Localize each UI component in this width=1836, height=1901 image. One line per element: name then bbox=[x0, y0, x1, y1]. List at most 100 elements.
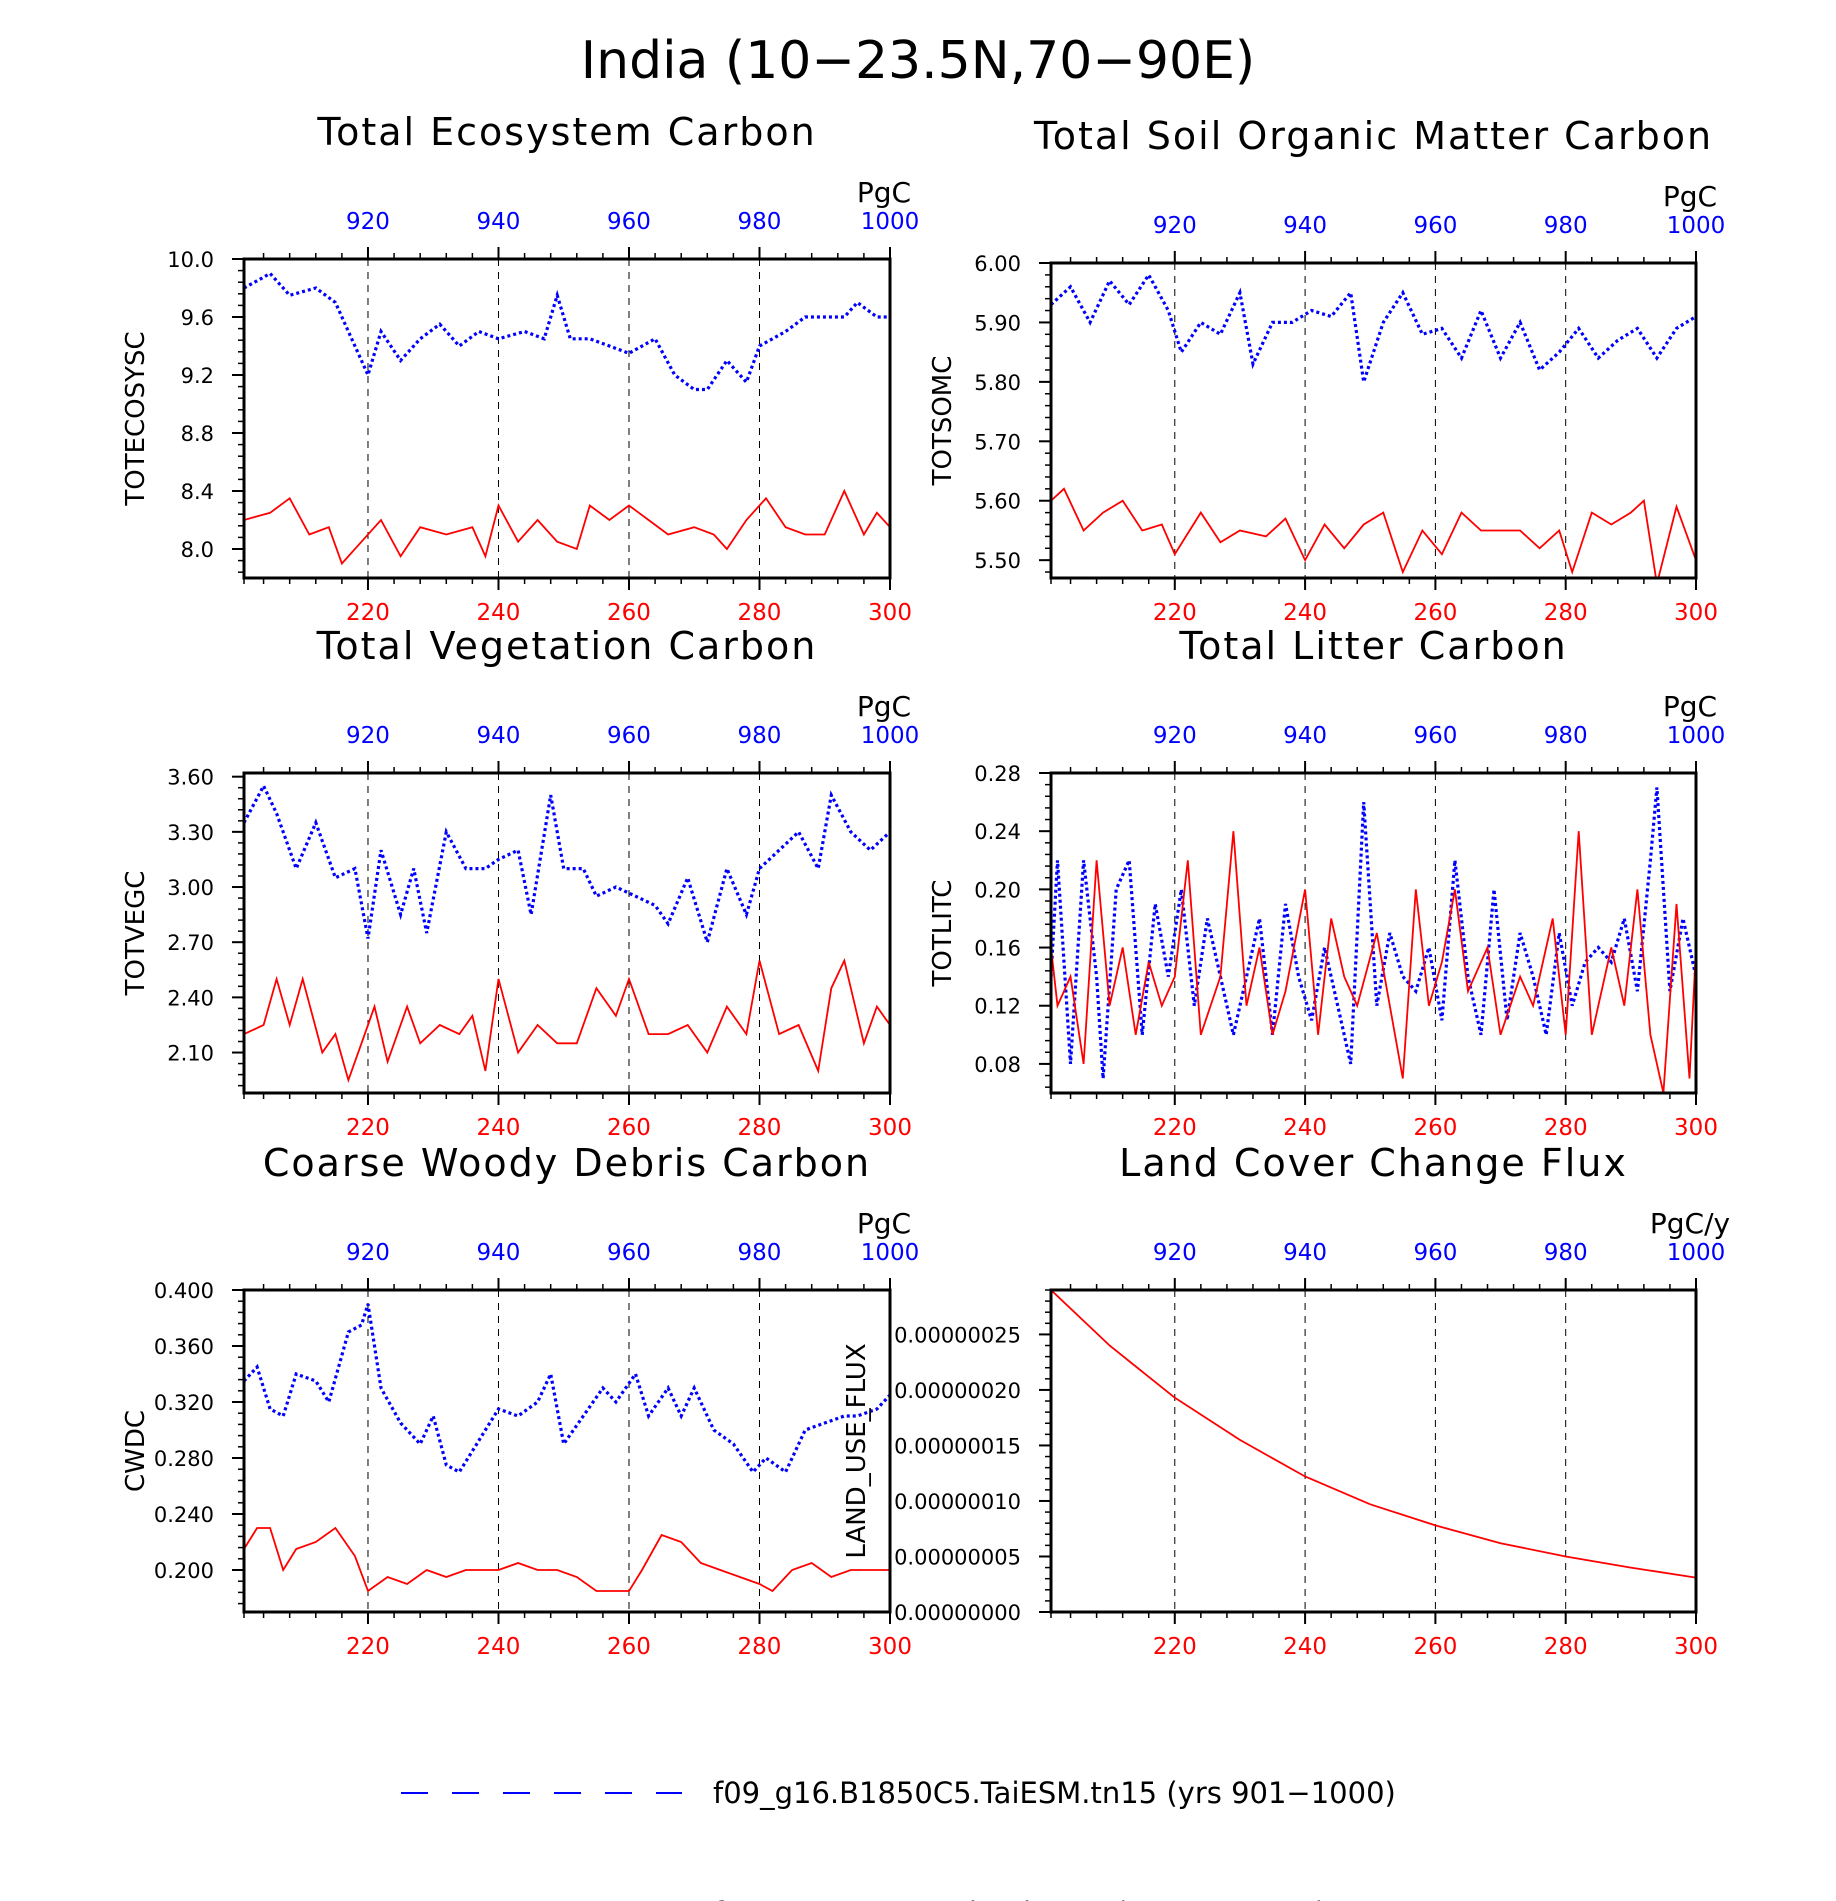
x-tick-label-bottom: 240 bbox=[1283, 1115, 1327, 1141]
x-tick-label-bottom: 220 bbox=[1153, 1634, 1197, 1660]
x-tick-label-bottom: 280 bbox=[1544, 1634, 1588, 1660]
x-tick-label-bottom: 240 bbox=[477, 1115, 521, 1141]
panel-title: Total Ecosystem Carbon bbox=[316, 110, 816, 154]
y-tick-label: 0.280 bbox=[154, 1447, 214, 1471]
x-tick-label-top: 980 bbox=[738, 723, 782, 749]
y-tick-label: 2.70 bbox=[167, 931, 214, 955]
unit-label: PgC bbox=[857, 176, 911, 209]
plot-frame bbox=[242, 257, 892, 580]
panel-0: Total Ecosystem Carbon PgC TOTECOSYSC 220 24… bbox=[121, 110, 919, 626]
x-tick-label-top: 1000 bbox=[1667, 723, 1726, 749]
y-axis-label: LAND_USE_FLUX bbox=[842, 1343, 872, 1558]
plot-frame bbox=[242, 771, 892, 1095]
unit-label: PgC bbox=[1663, 690, 1717, 723]
panel-2: Total Vegetation Carbon PgC TOTVEGC 220 240 2… bbox=[121, 624, 919, 1141]
series-line-blue bbox=[244, 271, 890, 392]
x-tick-label-bottom: 280 bbox=[738, 1115, 782, 1141]
x-tick-label-bottom: 300 bbox=[868, 1115, 912, 1141]
x-tick-label-bottom: 280 bbox=[1544, 1115, 1588, 1141]
x-tick-label-top: 960 bbox=[1413, 213, 1457, 239]
x-tick-label-bottom: 220 bbox=[346, 1115, 390, 1141]
x-tick-label-top: 940 bbox=[477, 723, 521, 749]
x-tick-label-bottom: 300 bbox=[868, 1634, 912, 1660]
x-tick-label-bottom: 260 bbox=[1413, 1634, 1457, 1660]
panel-title: Land Cover Change Flux bbox=[1119, 1141, 1628, 1185]
x-tick-label-top: 920 bbox=[346, 723, 390, 749]
x-tick-label-bottom: 260 bbox=[1413, 1115, 1457, 1141]
x-tick-label-bottom: 300 bbox=[1674, 1634, 1718, 1660]
x-tick-label-top: 960 bbox=[607, 723, 651, 749]
x-tick-label-top: 980 bbox=[1544, 213, 1588, 239]
plot-frame bbox=[1049, 1288, 1698, 1614]
x-tick-label-top: 960 bbox=[607, 209, 651, 235]
panel-title: Coarse Woody Debris Carbon bbox=[263, 1141, 871, 1185]
series-line-blue bbox=[244, 782, 890, 949]
figure-title: India (10−23.5N,70−90E) bbox=[581, 31, 1255, 91]
y-tick-label: 0.00000015 bbox=[894, 1434, 1021, 1458]
x-tick-label-bottom: 240 bbox=[477, 600, 521, 626]
x-tick-label-top: 980 bbox=[738, 209, 782, 235]
y-tick-label: 0.00000010 bbox=[894, 1490, 1021, 1514]
x-tick-label-top: 940 bbox=[1283, 1240, 1327, 1266]
unit-label: PgC bbox=[857, 1207, 911, 1240]
panel-title: Total Litter Carbon bbox=[1178, 624, 1567, 668]
y-tick-label: 8.8 bbox=[181, 422, 214, 446]
panel-title: Total Vegetation Carbon bbox=[316, 624, 818, 668]
y-tick-label: 0.24 bbox=[974, 820, 1021, 844]
series-line-red bbox=[1051, 831, 1696, 1093]
y-tick-label: 8.4 bbox=[181, 480, 214, 504]
y-tick-label: 9.2 bbox=[181, 364, 214, 388]
x-tick-label-top: 920 bbox=[346, 1240, 390, 1266]
x-tick-label-top: 940 bbox=[477, 209, 521, 235]
x-tick-label-top: 920 bbox=[346, 209, 390, 235]
x-tick-label-top: 980 bbox=[1544, 1240, 1588, 1266]
y-tick-label: 0.16 bbox=[974, 937, 1021, 961]
y-tick-label: 0.28 bbox=[974, 762, 1021, 786]
series-line-red bbox=[1051, 1290, 1696, 1579]
series-line-red bbox=[244, 1526, 890, 1593]
x-tick-label-top: 940 bbox=[477, 1240, 521, 1266]
x-tick-label-top: 1000 bbox=[861, 1240, 920, 1266]
x-tick-label-top: 960 bbox=[1413, 723, 1457, 749]
x-tick-label-bottom: 240 bbox=[477, 1634, 521, 1660]
panel-1: Total Soil Organic Matter Carbon PgC TOTSO… bbox=[928, 114, 1725, 626]
y-tick-label: 3.60 bbox=[167, 766, 214, 790]
y-tick-label: 0.00000025 bbox=[894, 1323, 1021, 1347]
x-tick-label-top: 1000 bbox=[861, 209, 920, 235]
y-tick-label: 6.00 bbox=[974, 252, 1021, 276]
y-tick-label: 0.08 bbox=[974, 1053, 1021, 1077]
x-tick-label-bottom: 220 bbox=[1153, 600, 1197, 626]
x-tick-label-top: 960 bbox=[1413, 1240, 1457, 1266]
x-tick-label-top: 920 bbox=[1153, 213, 1197, 239]
y-tick-label: 3.30 bbox=[167, 821, 214, 845]
y-axis-label: TOTECOSYSC bbox=[121, 331, 151, 506]
series-line-red bbox=[244, 488, 890, 566]
x-tick-label-bottom: 240 bbox=[1283, 1634, 1327, 1660]
x-tick-label-top: 980 bbox=[1544, 723, 1588, 749]
y-tick-label: 2.40 bbox=[167, 986, 214, 1010]
unit-label: PgC/y bbox=[1650, 1207, 1730, 1240]
x-tick-label-bottom: 260 bbox=[607, 1115, 651, 1141]
x-tick-label-bottom: 280 bbox=[1544, 600, 1588, 626]
x-tick-label-top: 960 bbox=[607, 1240, 651, 1266]
panel-3: Total Litter Carbon PgC TOTLITC 220 240 260 28… bbox=[928, 624, 1725, 1141]
unit-label: PgC bbox=[857, 690, 911, 723]
y-tick-label: 0.200 bbox=[154, 1559, 214, 1583]
x-tick-label-bottom: 240 bbox=[1283, 600, 1327, 626]
x-tick-label-bottom: 300 bbox=[1674, 1115, 1718, 1141]
x-tick-label-top: 980 bbox=[738, 1240, 782, 1266]
y-tick-label: 0.20 bbox=[974, 878, 1021, 902]
y-tick-label: 5.90 bbox=[974, 311, 1021, 335]
series-line-blue bbox=[244, 1303, 890, 1475]
y-tick-label: 0.320 bbox=[154, 1391, 214, 1415]
x-tick-label-bottom: 300 bbox=[868, 600, 912, 626]
y-tick-label: 0.400 bbox=[154, 1279, 214, 1303]
x-tick-label-bottom: 300 bbox=[1674, 600, 1718, 626]
y-tick-label: 5.80 bbox=[974, 371, 1021, 395]
unit-label: PgC bbox=[1663, 180, 1717, 213]
x-tick-label-bottom: 280 bbox=[738, 1634, 782, 1660]
y-tick-label: 0.240 bbox=[154, 1503, 214, 1527]
y-tick-label: 2.10 bbox=[167, 1042, 214, 1066]
x-tick-label-top: 920 bbox=[1153, 723, 1197, 749]
panels: Total Ecosystem Carbon PgC TOTECOSYSC 220 24… bbox=[121, 110, 1730, 1660]
